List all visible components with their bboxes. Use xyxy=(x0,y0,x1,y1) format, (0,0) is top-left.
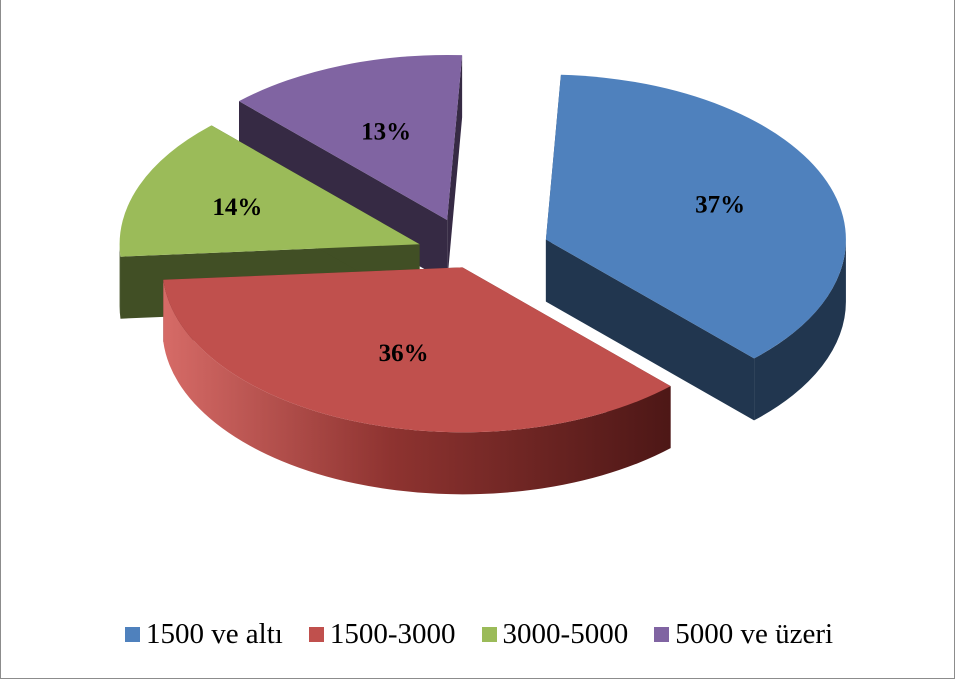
legend: 1500 ve altı 1500-3000 3000-5000 5000 ve… xyxy=(1,618,956,651)
legend-swatch-green xyxy=(481,627,497,642)
slice-side xyxy=(163,279,671,495)
slice-top xyxy=(163,267,671,433)
legend-label: 1500 ve altı xyxy=(145,618,283,650)
pie-slice-1500-ve-alti xyxy=(545,74,846,421)
data-label-1500-ve-alti: 37% xyxy=(695,192,745,219)
legend-swatch-red xyxy=(308,627,324,642)
legend-label: 1500-3000 xyxy=(329,618,456,650)
slice-side xyxy=(754,239,846,421)
pie-slice-1500-3000 xyxy=(163,267,671,495)
slice-wall xyxy=(447,55,463,282)
legend-item-5000-ve-uzeri: 5000 ve üzeri xyxy=(654,618,833,651)
legend-label: 3000-5000 xyxy=(502,618,629,650)
legend-item-1500-ve-alti: 1500 ve altı xyxy=(124,618,283,651)
slice-top xyxy=(545,74,846,359)
data-label-3000-5000: 14% xyxy=(212,194,262,221)
legend-swatch-purple xyxy=(654,627,670,642)
slice-side xyxy=(119,244,121,319)
data-label-1500-3000: 36% xyxy=(379,340,429,367)
legend-swatch-blue xyxy=(124,627,140,642)
pie-chart: 37% 36% 14% 13% xyxy=(119,54,846,495)
slice-top xyxy=(238,54,463,220)
legend-item-3000-5000: 3000-5000 xyxy=(481,618,629,651)
legend-label: 5000 ve üzeri xyxy=(675,618,834,650)
slice-wall xyxy=(545,239,755,421)
data-label-5000-ve-uzeri: 13% xyxy=(361,118,411,145)
slice-top xyxy=(119,125,420,257)
legend-item-1500-3000: 1500-3000 xyxy=(308,618,456,651)
